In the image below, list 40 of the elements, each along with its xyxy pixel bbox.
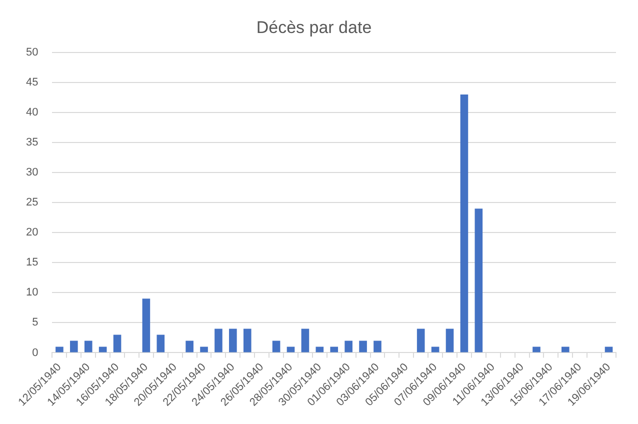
- y-tick-label: 25: [26, 196, 38, 209]
- y-tick-label: 10: [26, 286, 38, 299]
- y-tick-label: 5: [32, 316, 38, 329]
- bar: [460, 94, 468, 352]
- bar: [98, 346, 107, 352]
- bar: [344, 340, 352, 352]
- bar: [446, 328, 454, 352]
- bar: [214, 328, 222, 352]
- bar: [374, 340, 382, 352]
- bar: [243, 328, 252, 352]
- y-tick-label: 50: [26, 46, 38, 58]
- chart-title: Décès par date: [256, 18, 372, 37]
- bar: [84, 340, 92, 352]
- bar: [330, 346, 338, 352]
- bar: [604, 346, 613, 352]
- bar: [474, 208, 483, 352]
- bar: [56, 346, 64, 352]
- bar: [229, 328, 237, 352]
- bar: [186, 340, 194, 352]
- y-tick-label: 20: [26, 226, 38, 239]
- y-tick-label: 45: [26, 76, 38, 88]
- y-tick-label: 35: [26, 136, 38, 149]
- y-tick-label: 0: [32, 346, 38, 359]
- bar: [142, 298, 150, 352]
- bar: [113, 334, 122, 352]
- bar: [431, 346, 440, 352]
- bar: [200, 346, 208, 352]
- bar: [532, 346, 540, 352]
- bar: [70, 340, 78, 352]
- y-tick-label: 15: [26, 256, 38, 269]
- bar: [416, 328, 425, 352]
- bar: [316, 346, 324, 352]
- y-tick-label: 30: [26, 166, 38, 179]
- bar: [359, 340, 367, 352]
- bar: [156, 334, 165, 352]
- bar: [286, 346, 295, 352]
- bar: [562, 346, 570, 352]
- bar: [272, 340, 280, 352]
- y-tick-label: 40: [26, 106, 38, 118]
- bar: [301, 328, 310, 352]
